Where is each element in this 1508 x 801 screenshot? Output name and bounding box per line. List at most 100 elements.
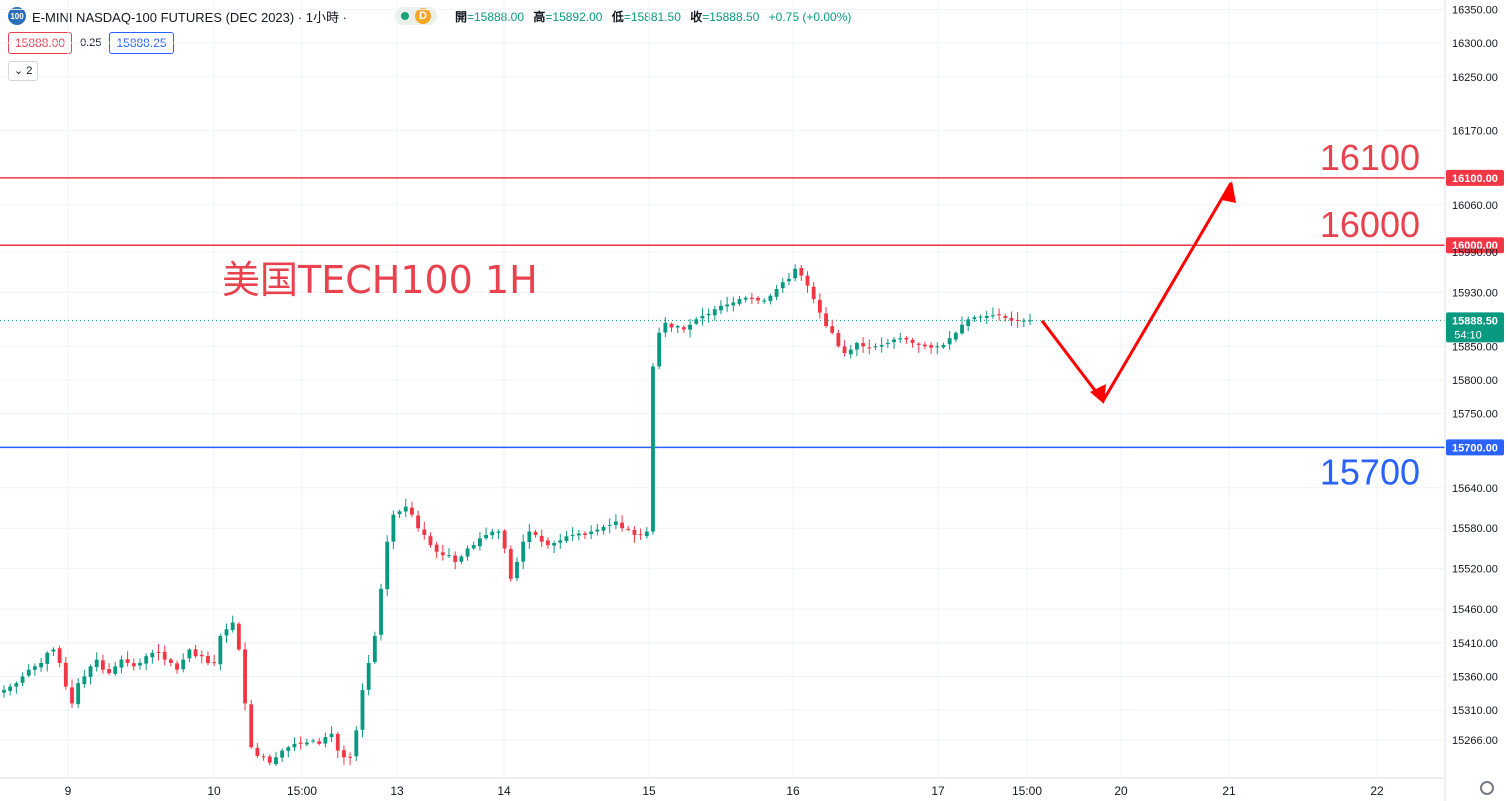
candle-body [947,338,952,345]
candle-body [1021,320,1026,322]
candle-body [175,663,179,670]
candle-body [119,659,124,668]
candle-body [780,282,785,289]
candle-body [379,588,383,635]
x-tick-label: 10 [207,784,221,798]
candle-body [836,333,841,347]
candle-body [632,529,637,535]
candle-body [496,531,501,533]
candle-body [471,545,476,549]
candle-body [428,536,433,546]
candle-body [280,750,285,758]
candle-body [749,297,754,300]
candle-body [218,636,223,665]
candle-body [26,669,31,676]
level-label: 16100 [1320,137,1420,178]
candle-body [304,742,309,745]
x-tick-label: 21 [1222,784,1236,798]
candle-body [360,689,365,730]
gear-icon[interactable] [1480,781,1494,795]
candle-body [712,309,717,316]
candle-body [879,344,884,347]
indicator-count: 2 [26,65,33,77]
candle-body [490,531,495,536]
candle-body [885,342,890,344]
candle-body [762,300,767,302]
indicator-toggle[interactable]: ⌄ 2 [8,61,39,81]
candle-body [366,662,371,690]
candle-body [545,540,550,546]
candle-body [626,528,631,530]
candle-body [440,552,445,556]
candle-body [82,676,87,685]
candle-body [465,548,470,557]
candle-body [131,663,136,667]
candle-body [230,622,235,631]
candle-body [990,315,995,317]
x-tick-label: 14 [497,784,511,798]
candle-body [700,315,705,319]
candle-body [1003,315,1008,318]
candle-body [107,669,111,674]
candle-body [657,332,662,367]
candle-body [558,540,563,543]
chevron-down-icon: ⌄ [14,65,24,77]
candle-body [391,514,396,542]
candle-body [539,535,544,542]
ohlc-label: 開 [454,9,467,24]
candle-body [335,733,340,751]
candle-body [32,666,37,670]
x-tick-label: 15 [642,784,656,798]
x-tick-label: 22 [1370,784,1384,798]
drawings: 美国TECH100 1H [222,181,1236,404]
candle-body [57,648,62,663]
candle-body [681,327,686,330]
projection-down-line [1040,319,1105,402]
candle-body [929,345,934,348]
session-badge: D [414,8,431,24]
candle-body [898,338,903,340]
y-tick-label: 15640.00 [1452,483,1498,495]
candle-body [830,326,835,333]
candle-body [193,649,198,657]
candle-body [688,324,692,330]
candle-body [607,524,612,526]
level-price-tag-label: 16100.00 [1452,173,1498,185]
candle-body [484,534,489,539]
y-tick-label: 15266.00 [1452,735,1498,747]
instrument-title[interactable]: E-MINI NASDAQ-100 FUTURES (DEC 2023) · 1… [32,9,347,25]
session-pill[interactable]: D [394,7,437,25]
candle-body [651,366,655,532]
candle-body [589,531,594,535]
candle-body [286,747,291,751]
level-price-tag-label: 16000.00 [1452,240,1498,252]
time-axis: 9 10 15:00 13 14 15 16 17 15:00 20 21 22 [0,777,1445,798]
candle-body [354,730,359,757]
grid [0,0,1445,778]
level-price-tag [1446,169,1504,186]
candle-body [267,756,272,763]
candle-body [199,654,204,657]
candle-body [138,662,142,666]
y-tick-label: 15360.00 [1452,671,1498,683]
ohlc-label: 低 [611,9,624,24]
candle-body [873,346,878,348]
current-price-label: 15888.50 [1452,315,1498,327]
ohlc-value: =15892.00 [545,9,603,24]
candles [2,264,1032,766]
y-tick-label: 15930.00 [1452,287,1498,299]
candle-body [261,756,266,758]
y-tick-label: 15410.00 [1452,638,1498,650]
y-tick-label: 16300.00 [1452,38,1498,50]
candle-body [125,659,130,663]
candle-body [410,507,414,515]
current-price-tag [1446,312,1504,343]
x-tick-label: 20 [1114,784,1128,798]
candle-body [570,534,575,536]
candle-body [521,541,526,562]
candle-body [70,687,74,704]
candle-body [756,297,760,301]
candle-body [848,349,853,355]
candle-body [972,317,977,320]
